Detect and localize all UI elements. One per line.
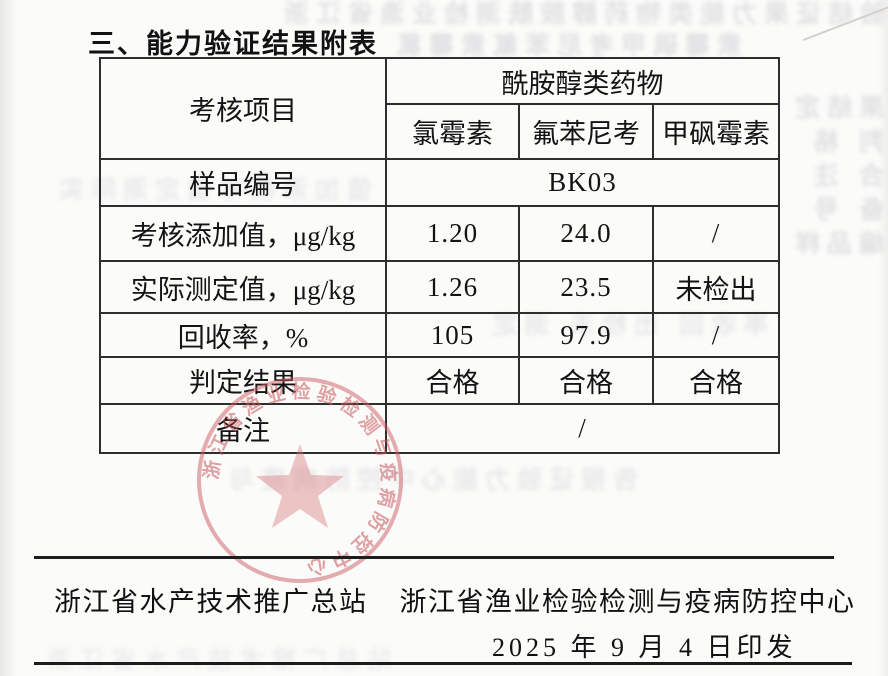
- table-row: 回收率，% 105 97.9 /: [99, 312, 781, 358]
- row-label-sample-number: 样品编号: [99, 158, 387, 207]
- cell-value: /: [651, 205, 781, 262]
- row-label-remarks: 备注: [99, 403, 387, 454]
- cell-value: 1.26: [385, 260, 520, 314]
- row-label-measured-value: 实际测定值，μg/kg: [99, 260, 387, 314]
- table-row: 考核添加值，μg/kg 1.20 24.0 /: [99, 205, 781, 262]
- table-corner-header: 考核项目: [99, 57, 387, 160]
- table-row: 备注 /: [99, 403, 781, 454]
- bleed-through-text: 告报证验力能心中控防病疫与: [221, 467, 638, 494]
- remarks-value: /: [384, 403, 781, 454]
- footer-org-right: 浙江省渔业检验检测与疫病防控中心: [399, 587, 856, 617]
- cell-value: 24.0: [518, 205, 654, 262]
- cell-value: 105: [385, 312, 520, 358]
- page-crease-line: [802, 5, 888, 41]
- cell-value: 97.9: [518, 312, 654, 358]
- table-row: 实际测定值，μg/kg 1.26 23.5 未检出: [99, 260, 781, 314]
- column-header-florfenicol: 氟苯尼考: [518, 103, 654, 160]
- column-header-thiamphenicol: 甲砜霉素: [651, 103, 781, 160]
- row-label-judgement: 判定结果: [99, 356, 387, 405]
- seal-star-icon: [256, 444, 344, 528]
- sample-number-value: BK03: [384, 158, 781, 207]
- cell-value: 合格: [518, 356, 654, 405]
- bleed-through-text: 果结定判 格合 注备 号编品样: [787, 95, 884, 258]
- cell-value: 合格: [385, 356, 520, 405]
- footer-org-left: 浙江省水产技术推广总站: [54, 587, 368, 617]
- footer-top-rule: [34, 556, 834, 559]
- footer-organizations: 浙江省水产技术推广总站 浙江省渔业检验检测与疫病防控中心: [54, 580, 854, 619]
- cell-value: 1.20: [385, 205, 520, 262]
- cell-value: 未检出: [651, 260, 781, 314]
- bleed-through-text: 站总广推术技产水省江浙: [40, 647, 393, 674]
- cell-value: 23.5: [518, 260, 654, 314]
- footer-bottom-rule: [34, 662, 852, 665]
- row-label-recovery-rate: 回收率，%: [99, 312, 387, 358]
- footer-date-line: 2025 年 9 月 4 日印发: [492, 633, 797, 662]
- cell-value: /: [651, 312, 781, 358]
- table-row: 判定结果 合格 合格 合格: [99, 356, 781, 405]
- table-group-header: 酰胺醇类药物: [384, 57, 781, 105]
- row-label-spiked-value: 考核添加值，μg/kg: [99, 205, 387, 262]
- page-title: 三、能力验证结果附表: [88, 29, 378, 59]
- table-row: 样品编号 BK03: [99, 158, 781, 207]
- results-table: 考核项目 酰胺醇类药物 氯霉素 氟苯尼考 甲砜霉素 样品编号 BK03 考核添加…: [99, 57, 781, 454]
- cell-value: 合格: [651, 356, 781, 405]
- column-header-chloramphenicol: 氯霉素: [385, 103, 520, 160]
